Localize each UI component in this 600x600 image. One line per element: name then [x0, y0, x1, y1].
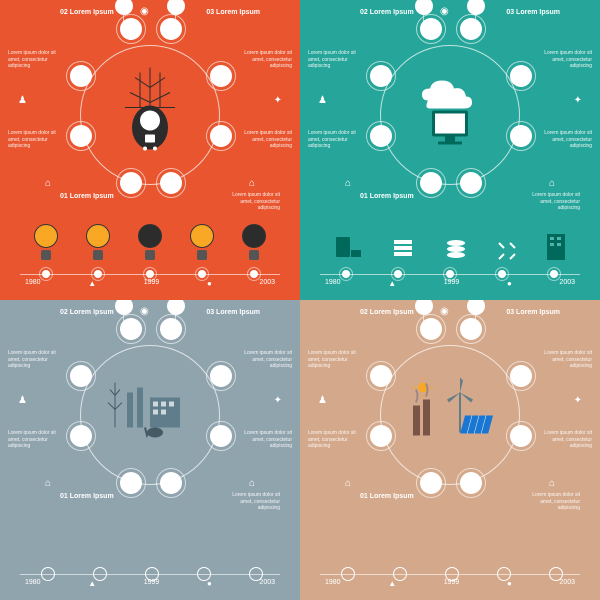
label-left-upper: Lorem ipsum dolor sit amet, consectetur … [8, 50, 58, 70]
home-icon-2: ⌂ [549, 478, 555, 489]
label-right-upper: Lorem ipsum dolor sit amet, consectetur … [242, 50, 292, 70]
timeline: 1980 ▲ 1999 ● 2003 [20, 574, 280, 588]
label-bottom-left: 01 Lorem Ipsum [360, 492, 414, 503]
arrows-icon: ✦ [574, 95, 582, 106]
label-right-lower: Lorem ipsum dolor sit amet, consectetur … [242, 130, 292, 150]
person-icon: ♟ [318, 395, 327, 406]
label-right-upper: Lorem ipsum dolor sit amet, consectetur … [542, 50, 592, 70]
label-bottom-right: Lorem ipsum dolor sit amet, consectetur … [220, 492, 280, 512]
label-top-right: 03 Lorem Ipsum [206, 308, 260, 319]
panel-0: 02 Lorem Ipsum ◉ 03 Lorem Ipsum Lorem ip… [0, 0, 300, 300]
label-bottom-right: Lorem ipsum dolor sit amet, consectetur … [220, 192, 280, 212]
label-bottom-left: 01 Lorem Ipsum [60, 192, 114, 203]
year-3: 2003 [559, 579, 575, 588]
globe-icon: ◉ [440, 6, 449, 17]
person-icon: ♟ [318, 95, 327, 106]
timeline: 1980 ▲ 1999 ● 2003 [320, 574, 580, 588]
label-right-lower: Lorem ipsum dolor sit amet, consectetur … [242, 430, 292, 450]
year-3: 2003 [559, 279, 575, 288]
circle-diagram [360, 325, 540, 505]
panel-3: 02 Lorem Ipsum ◉ 03 Lorem Ipsum Lorem ip… [300, 300, 600, 600]
label-top-right: 03 Lorem Ipsum [506, 308, 560, 319]
label-top-left: 02 Lorem Ipsum [60, 8, 114, 19]
circle-diagram [60, 325, 240, 505]
label-right-upper: Lorem ipsum dolor sit amet, consectetur … [242, 350, 292, 370]
center-icon [115, 63, 185, 168]
label-left-lower: Lorem ipsum dolor sit amet, consectetur … [8, 430, 58, 450]
label-right-upper: Lorem ipsum dolor sit amet, consectetur … [542, 350, 592, 370]
panel-1: 02 Lorem Ipsum ◉ 03 Lorem Ipsum Lorem ip… [300, 0, 600, 300]
timeline-bulbs [20, 222, 280, 262]
home-icon-2: ⌂ [549, 178, 555, 189]
label-top-left: 02 Lorem Ipsum [360, 8, 414, 19]
label-bottom-right: Lorem ipsum dolor sit amet, consectetur … [520, 192, 580, 212]
home-icon: ⌂ [45, 178, 51, 189]
year-3: 2003 [259, 279, 275, 288]
home-icon: ⌂ [45, 478, 51, 489]
person-icon: ♟ [18, 95, 27, 106]
label-top-left: 02 Lorem Ipsum [60, 308, 114, 319]
label-right-lower: Lorem ipsum dolor sit amet, consectetur … [542, 130, 592, 150]
label-left-upper: Lorem ipsum dolor sit amet, consectetur … [308, 50, 358, 70]
arrows-icon: ✦ [274, 395, 282, 406]
arrows-icon: ✦ [274, 95, 282, 106]
year-1: 1980 [25, 579, 41, 588]
circle-diagram [360, 25, 540, 205]
year-3: 2003 [259, 579, 275, 588]
label-left-lower: Lorem ipsum dolor sit amet, consectetur … [308, 130, 358, 150]
label-top-right: 03 Lorem Ipsum [206, 8, 260, 19]
label-top-left: 02 Lorem Ipsum [360, 308, 414, 319]
timeline-servers [320, 222, 580, 262]
label-left-upper: Lorem ipsum dolor sit amet, consectetur … [8, 350, 58, 370]
home-icon: ⌂ [345, 178, 351, 189]
home-icon-2: ⌂ [249, 178, 255, 189]
home-icon-2: ⌂ [249, 478, 255, 489]
label-bottom-left: 01 Lorem Ipsum [360, 192, 414, 203]
label-left-lower: Lorem ipsum dolor sit amet, consectetur … [308, 430, 358, 450]
label-top-right: 03 Lorem Ipsum [506, 8, 560, 19]
home-icon: ⌂ [345, 478, 351, 489]
globe-icon: ◉ [140, 6, 149, 17]
timeline: 1980 ▲ 1999 ● 2003 [20, 274, 280, 288]
label-bottom-left: 01 Lorem Ipsum [60, 492, 114, 503]
label-left-upper: Lorem ipsum dolor sit amet, consectetur … [308, 350, 358, 370]
year-1: 1980 [325, 579, 341, 588]
panel-2: 02 Lorem Ipsum ◉ 03 Lorem Ipsum Lorem ip… [0, 300, 300, 600]
person-icon: ♟ [18, 395, 27, 406]
globe-icon: ◉ [140, 306, 149, 317]
globe-icon: ◉ [440, 306, 449, 317]
arrows-icon: ✦ [574, 395, 582, 406]
label-left-lower: Lorem ipsum dolor sit amet, consectetur … [8, 130, 58, 150]
label-right-lower: Lorem ipsum dolor sit amet, consectetur … [542, 430, 592, 450]
year-1: 1980 [325, 279, 341, 288]
center-icon [410, 73, 490, 158]
circle-diagram [60, 25, 240, 205]
center-icon [105, 378, 195, 453]
year-1: 1980 [25, 279, 41, 288]
label-bottom-right: Lorem ipsum dolor sit amet, consectetur … [520, 492, 580, 512]
timeline: 1980 ▲ 1999 ● 2003 [320, 274, 580, 288]
center-icon [405, 378, 495, 453]
